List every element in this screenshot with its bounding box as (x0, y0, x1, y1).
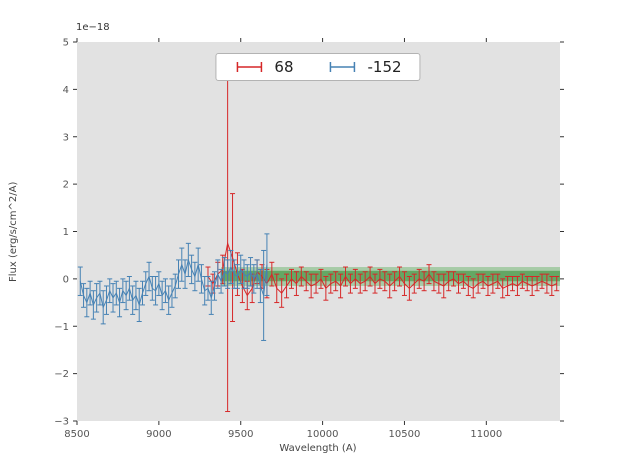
svg-text:11000: 11000 (470, 429, 502, 440)
svg-text:2: 2 (63, 180, 69, 191)
y-axis-offset-text: 1e−18 (76, 22, 110, 33)
svg-text:5: 5 (63, 38, 69, 49)
errorbar-handle-icon (236, 62, 263, 72)
svg-text:8500: 8500 (64, 429, 89, 440)
svg-text:−2: −2 (54, 369, 69, 380)
legend-entry: -152 (328, 58, 402, 76)
tick-marks (73, 38, 564, 425)
shaded-band (221, 270, 560, 282)
tick-labels: 8500 9000 9500 10000 10500 11000 −3 −2 −1 0 1 2 3 4 5 (54, 38, 502, 441)
svg-text:9500: 9500 (228, 429, 253, 440)
svg-text:−1: −1 (54, 322, 69, 333)
svg-text:10500: 10500 (389, 429, 421, 440)
legend-entry: 68 (234, 58, 294, 76)
series--152 (77, 233, 270, 341)
svg-text:3: 3 (63, 132, 69, 143)
svg-text:4: 4 (63, 85, 69, 96)
svg-text:−3: −3 (54, 417, 69, 428)
y-axis-label: Flux (erg/s/cm^2/A) (8, 181, 19, 282)
svg-text:9000: 9000 (146, 429, 171, 440)
legend-label: 68 (274, 58, 294, 76)
svg-text:1: 1 (63, 227, 69, 238)
svg-text:0: 0 (63, 274, 69, 285)
legend-label: -152 (367, 58, 402, 76)
errorbar-handle-icon (329, 62, 356, 72)
x-axis-label: Wavelength (A) (279, 443, 357, 454)
svg-text:10000: 10000 (307, 429, 339, 440)
legend: 68 -152 (215, 53, 421, 81)
plot-area (77, 74, 560, 413)
series-68 (205, 74, 560, 413)
plot-background (77, 42, 560, 421)
